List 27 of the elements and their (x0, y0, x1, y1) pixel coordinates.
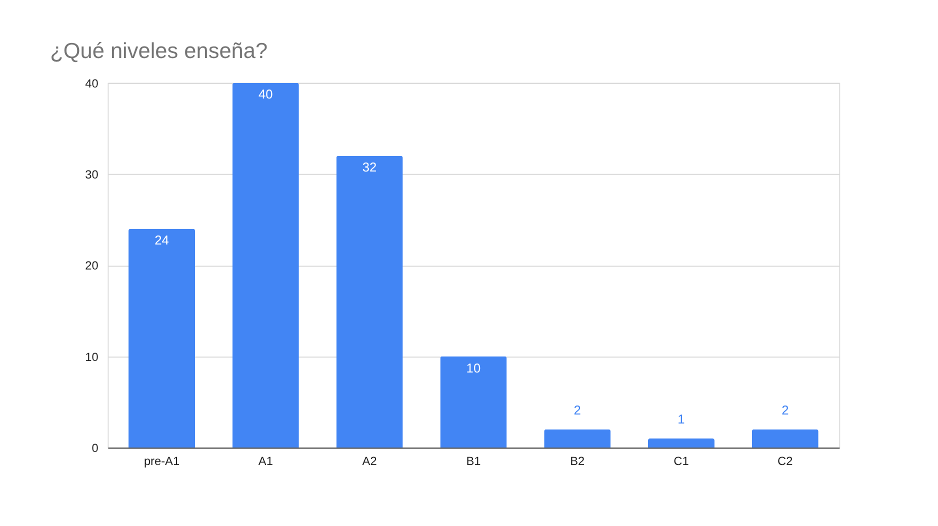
y-tick-label: 10 (85, 350, 99, 364)
y-tick-label: 40 (85, 76, 99, 90)
x-tick-label: A1 (258, 454, 274, 468)
data-label: 24 (154, 232, 169, 248)
x-tick-label: C1 (674, 454, 690, 468)
x-tick-label: A2 (362, 454, 377, 468)
data-label: 10 (466, 360, 481, 376)
bar (648, 438, 714, 448)
x-tick-label: C2 (778, 454, 793, 468)
x-tick-label: B1 (466, 454, 482, 468)
bar (336, 156, 403, 448)
bar (752, 429, 818, 448)
x-tick-label: pre-A1 (144, 454, 180, 468)
data-label: 2 (574, 402, 581, 418)
x-tick-label: B2 (570, 454, 585, 468)
bar (232, 82, 299, 448)
data-label: 1 (678, 412, 685, 427)
y-tick-label: 0 (92, 441, 99, 456)
data-label: 2 (782, 402, 789, 418)
data-label: 32 (362, 160, 377, 175)
bar (544, 429, 611, 448)
bar (128, 228, 196, 448)
data-label: 40 (258, 86, 273, 102)
y-tick-label: 20 (85, 258, 99, 273)
chart-title: ¿Qué niveles enseña? (50, 38, 268, 64)
bar (440, 356, 507, 448)
y-tick-label: 30 (85, 168, 99, 182)
